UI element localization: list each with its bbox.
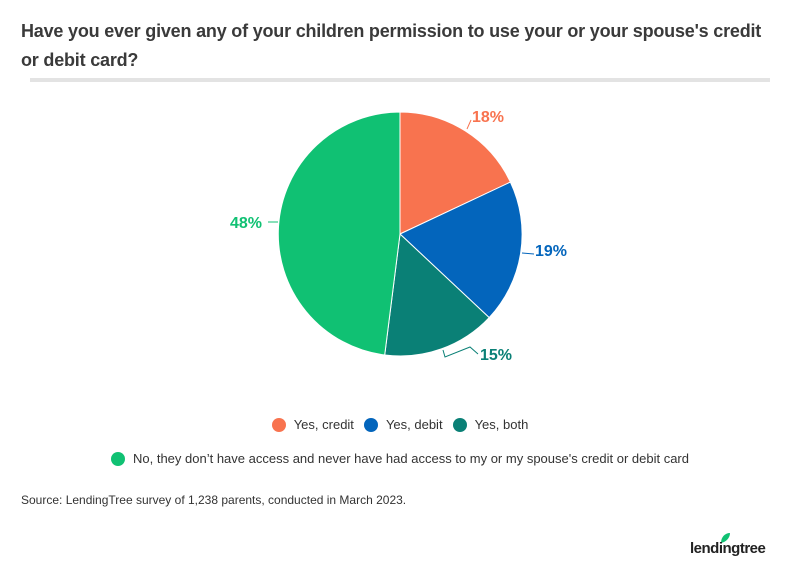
source-note: Source: LendingTree survey of 1,238 pare… <box>21 493 407 507</box>
legend-dot-icon <box>363 417 378 432</box>
leaf-icon <box>721 533 730 543</box>
legend-dot-icon <box>271 417 286 432</box>
legend-item-no[interactable]: No, they don’t have access and never hav… <box>111 451 689 466</box>
legend-row-1: Yes, credit Yes, debit Yes, both <box>0 417 800 432</box>
label-credit: 18% <box>472 109 504 126</box>
legend-item-yes-both[interactable]: Yes, both <box>452 417 529 432</box>
legend-label: Yes, both <box>474 417 529 432</box>
slice-no <box>277 111 401 356</box>
legend-item-yes-credit[interactable]: Yes, credit <box>271 417 354 432</box>
pie-chart: 18% 19% 15% 48% <box>230 109 567 364</box>
chart-title: Have you ever given any of your children… <box>21 21 762 70</box>
legend-label: Yes, credit <box>293 417 354 432</box>
slice-yes-debit <box>399 181 523 319</box>
slice-yes-credit <box>399 111 512 235</box>
legend-row-2: No, they don’t have access and never hav… <box>0 451 800 466</box>
title-divider <box>30 78 770 82</box>
legend-label: No, they don’t have access and never hav… <box>133 451 689 466</box>
slice-yes-both <box>384 232 490 357</box>
legend-dot-icon <box>452 417 467 432</box>
label-both: 15% <box>480 347 512 364</box>
legend-item-yes-debit[interactable]: Yes, debit <box>363 417 443 432</box>
leader-credit <box>466 119 472 130</box>
leader-debit <box>521 252 535 255</box>
label-no: 48% <box>230 215 262 232</box>
lendingtree-logo: lendingtree <box>690 540 766 557</box>
legend-dot-icon <box>111 451 125 466</box>
leader-both <box>442 346 479 358</box>
legend-label: Yes, debit <box>385 417 443 432</box>
label-debit: 19% <box>535 243 567 260</box>
